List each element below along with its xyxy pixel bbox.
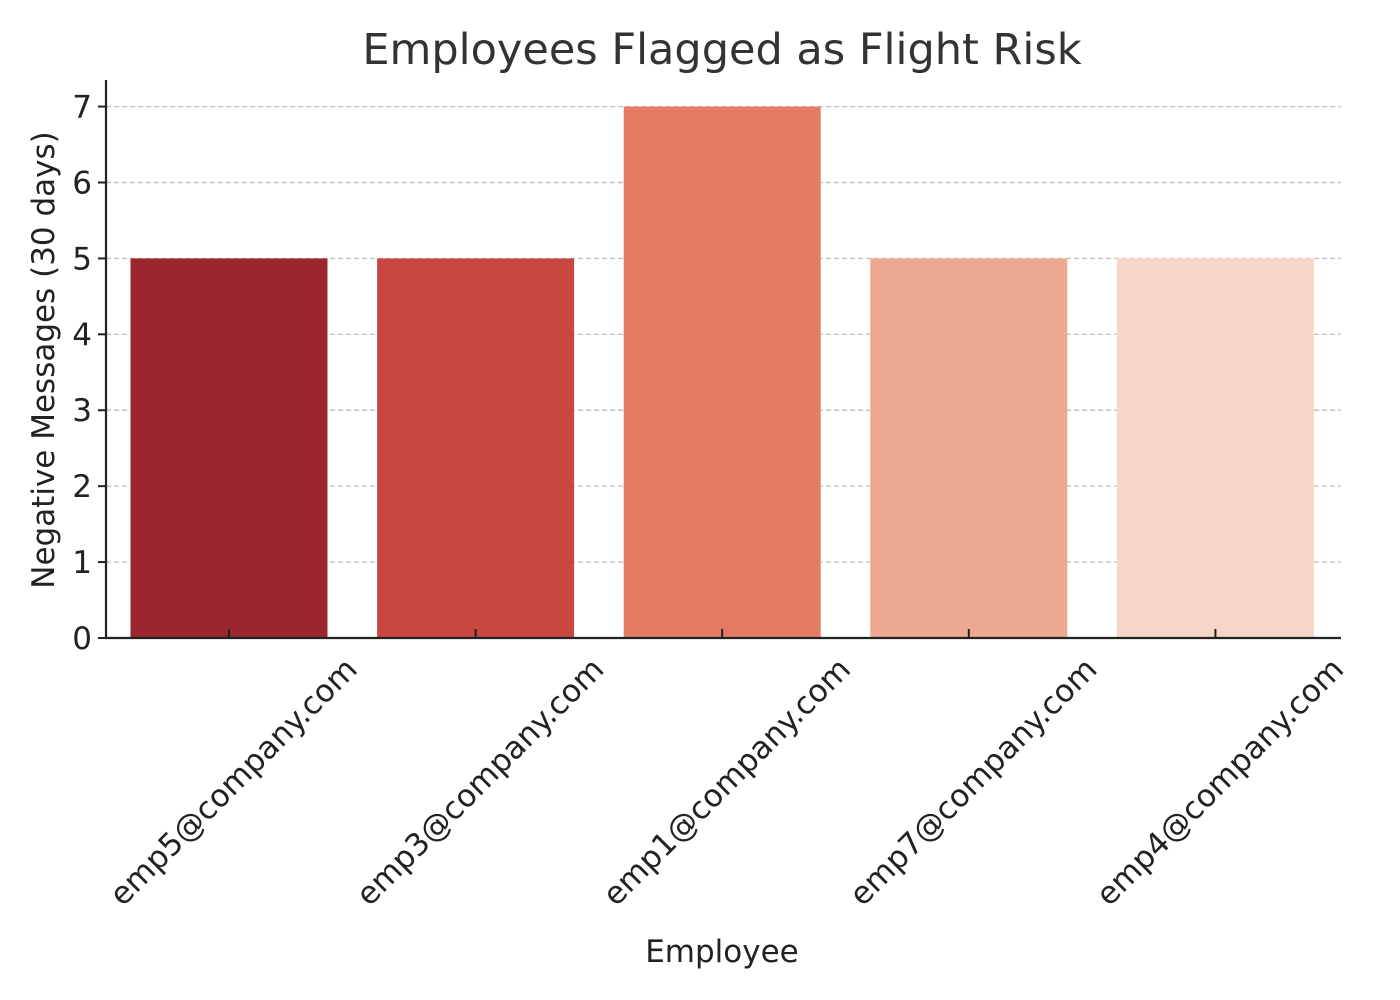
chart-title: Employees Flagged as Flight Risk [362, 25, 1081, 75]
bar [870, 258, 1068, 638]
x-tick-label: emp3@company.com [349, 651, 611, 913]
x-tick-label: emp4@company.com [1089, 651, 1351, 913]
y-tick-label: 0 [72, 621, 92, 657]
x-axis-ticks: emp5@company.comemp3@company.comemp1@com… [103, 629, 1351, 913]
bars [130, 106, 1314, 639]
y-tick-label: 7 [72, 90, 92, 126]
bar [1116, 258, 1314, 638]
x-axis-label: Employee [645, 934, 799, 970]
y-tick-label: 3 [72, 393, 92, 429]
x-tick-label: emp1@company.com [596, 651, 858, 913]
bar [377, 258, 575, 638]
y-axis-ticks: 0 1 2 3 4 5 6 7 [72, 90, 106, 657]
y-axis-label: Negative Messages (30 days) [26, 131, 62, 589]
bar [623, 106, 821, 639]
x-tick-label: emp7@company.com [843, 651, 1105, 913]
y-tick-label: 2 [72, 469, 92, 505]
y-tick-label: 1 [72, 545, 92, 581]
y-tick-label: 5 [72, 241, 92, 277]
y-tick-label: 4 [72, 317, 92, 353]
y-tick-label: 6 [72, 165, 92, 201]
bar [130, 258, 328, 638]
x-tick-label: emp5@company.com [103, 651, 365, 913]
